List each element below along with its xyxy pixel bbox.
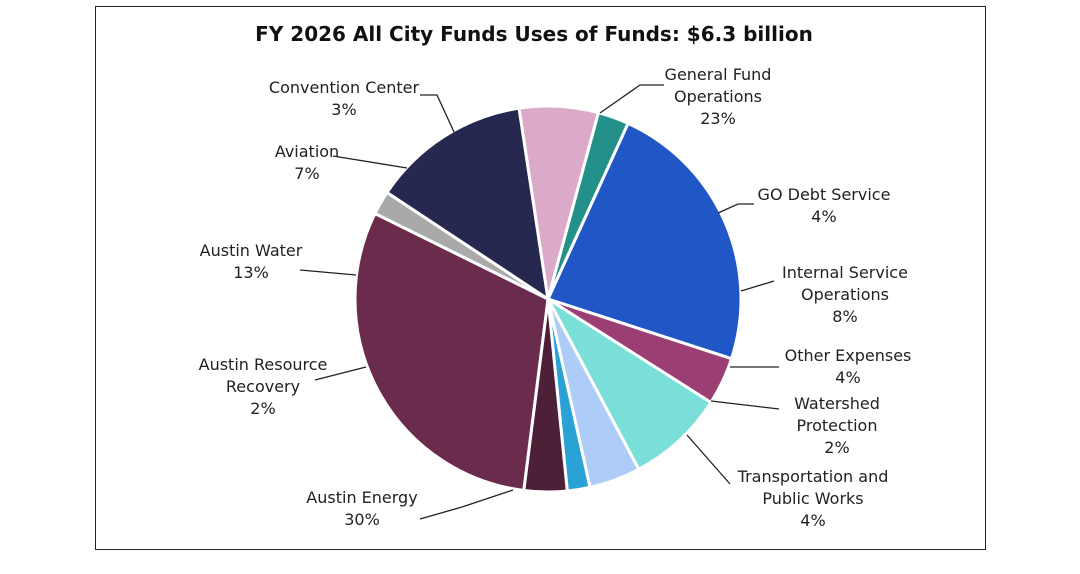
slice-label-aviation: Aviation 7% (275, 142, 339, 183)
slice-percent: 2% (824, 438, 849, 457)
slice-name: Public Works (762, 489, 863, 508)
slice-name: Transportation and (737, 467, 889, 486)
pie-slice-general-fund-operations (546, 121, 743, 361)
slice-name: General Fund (665, 65, 772, 84)
pie-slices (353, 104, 743, 494)
slice-name: Austin Energy (306, 488, 417, 507)
slice-name: Austin Resource (199, 355, 328, 374)
pie-slice-austin-water (385, 106, 550, 301)
slice-name: Convention Center (269, 78, 420, 97)
slice-label-other-expenses: Other Expenses 4% (785, 346, 912, 387)
leader-line-go-debt-service (717, 203, 754, 214)
leader-line-internal-service-operations (740, 280, 775, 292)
slice-percent: 3% (331, 100, 356, 119)
leader-lines (299, 84, 780, 520)
slice-name: Recovery (226, 377, 300, 396)
leader-line-convention-center (420, 94, 455, 133)
slice-label-convention-center: Convention Center 3% (269, 78, 420, 119)
slice-label-watershed-protection: Watershed Protection 2% (794, 394, 880, 457)
leader-line-aviation (332, 155, 408, 169)
slice-label-internal-service-operations: Internal Service Operations 8% (782, 263, 908, 326)
slice-label-transportation-and-public-works: Transportation and Public Works 4% (737, 467, 889, 530)
chart-title: FY 2026 All City Funds Uses of Funds: $6… (255, 22, 813, 46)
slice-percent: 2% (250, 399, 275, 418)
pie-slice-convention-center (546, 111, 630, 301)
slice-name: Austin Water (200, 241, 303, 260)
leader-line-general-fund-operations (599, 84, 664, 114)
slice-percent: 30% (344, 510, 380, 529)
slice-label-austin-resource-recovery: Austin Resource Recovery 2% (199, 355, 328, 418)
slice-name: Other Expenses (785, 346, 912, 365)
leader-line-austin-energy (419, 489, 514, 520)
slice-label-austin-water: Austin Water 13% (200, 241, 303, 282)
slice-percent: 4% (835, 368, 860, 387)
leader-line-transportation-and-public-works (686, 434, 731, 485)
slice-percent: 23% (700, 109, 736, 128)
slice-name: Operations (674, 87, 762, 106)
slice-label-general-fund-operations: General Fund Operations 23% (665, 65, 772, 128)
slice-percent: 13% (233, 263, 269, 282)
slice-percent: 7% (294, 164, 319, 183)
slice-label-go-debt-service: GO Debt Service 4% (758, 185, 891, 226)
slice-name: Watershed (794, 394, 880, 413)
slice-name: Aviation (275, 142, 339, 161)
slice-percent: 4% (800, 511, 825, 530)
leader-line-austin-water (299, 269, 357, 276)
slice-percent: 8% (832, 307, 857, 326)
leader-line-austin-resource-recovery (314, 366, 367, 381)
slice-name: Protection (797, 416, 878, 435)
leader-line-watershed-protection (710, 400, 780, 410)
slice-name: Internal Service (782, 263, 908, 282)
slice-percent: 4% (811, 207, 836, 226)
slice-label-austin-energy: Austin Energy 30% (306, 488, 417, 529)
slice-name: GO Debt Service (758, 185, 891, 204)
pie-slice-austin-energy (353, 211, 550, 492)
slice-name: Operations (801, 285, 889, 304)
pie-slice-internal-service-operations (546, 297, 713, 471)
slice-labels: General Fund Operations 23% GO Debt Service… (199, 65, 912, 530)
